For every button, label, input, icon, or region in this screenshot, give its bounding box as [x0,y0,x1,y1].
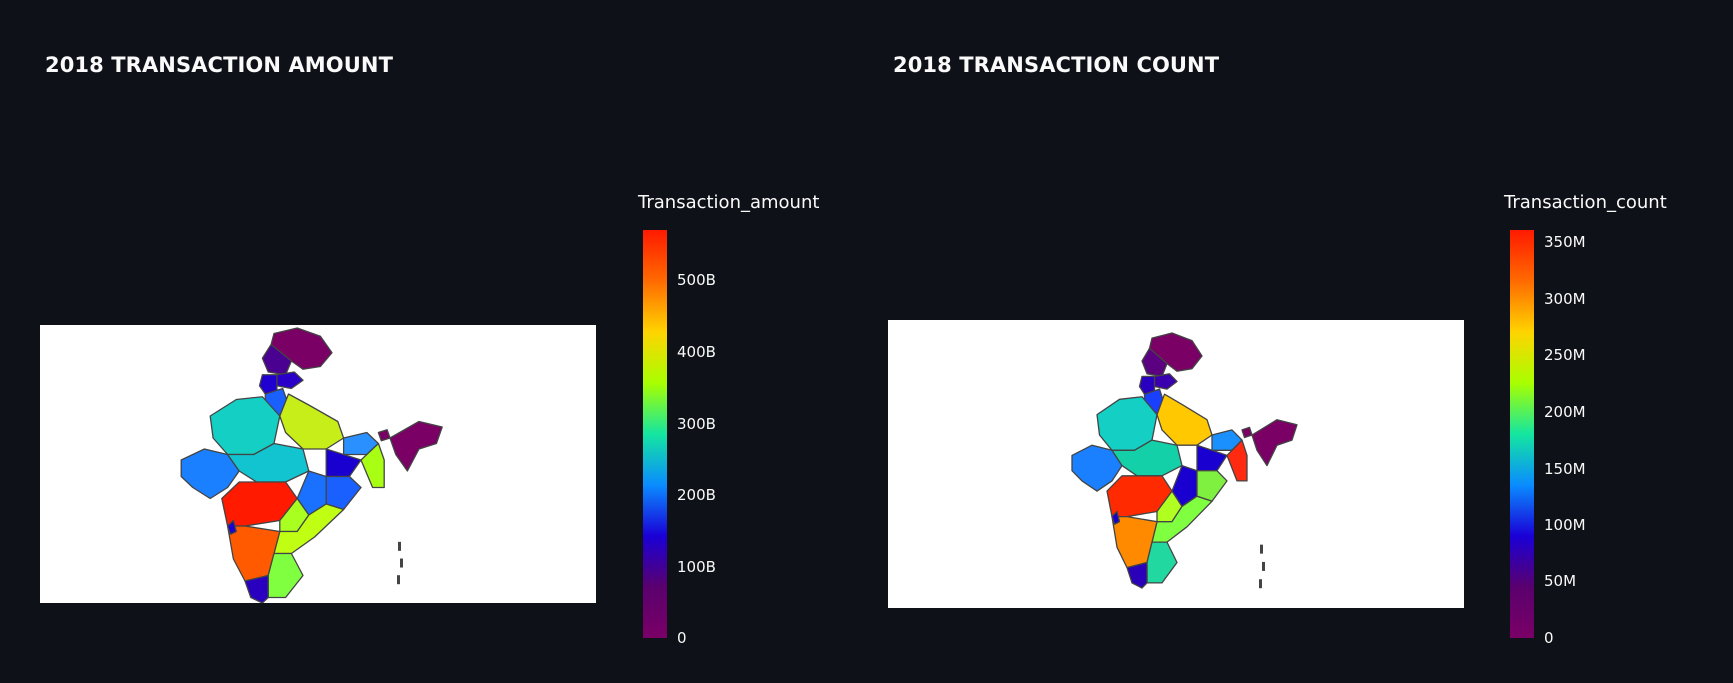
island-region[interactable] [398,541,401,551]
transaction-amount-panel: 2018 TRANSACTION AMOUNT Transaction_amou… [0,0,860,683]
choropleth-map[interactable] [40,325,596,603]
colorbar-tick-label: 500B [677,271,716,289]
colorbar-tick-label: 0 [677,629,687,647]
india-map[interactable] [888,320,1464,608]
island-region[interactable] [1260,544,1263,554]
state-region-goa[interactable] [228,521,237,535]
colorbar-tick-label: 100M [1544,516,1586,534]
transaction-count-panel: 2018 TRANSACTION COUNT Transaction_count… [848,0,1733,683]
map-title: 2018 TRANSACTION AMOUNT [45,53,393,77]
state-region-sikkim[interactable] [378,430,390,441]
state-region-up[interactable] [1157,394,1212,445]
colorbar [1510,230,1534,638]
india-map[interactable] [40,325,596,603]
island-region[interactable] [1259,579,1262,589]
choropleth-map[interactable] [888,320,1464,608]
state-region-tn[interactable] [268,554,303,598]
colorbar-tick-label: 250M [1544,346,1586,364]
state-region-kl[interactable] [245,576,268,604]
map-title: 2018 TRANSACTION COUNT [893,53,1220,77]
state-region-ladakh[interactable] [1142,348,1167,376]
colorbar-tick-label: 300B [677,415,716,433]
state-region-gj[interactable] [1072,445,1122,491]
state-region-sikkim[interactable] [1242,427,1252,437]
colorbar-tick-label: 0 [1544,629,1554,647]
state-region-jh[interactable] [1197,445,1227,471]
colorbar-tick-label: 350M [1544,233,1586,251]
state-region-up[interactable] [280,394,344,449]
state-region-ne[interactable] [1252,420,1297,466]
colorbar [643,230,667,638]
state-region-wb[interactable] [361,444,384,488]
colorbar-tick-label: 400B [677,343,716,361]
colorbar-tick-label: 300M [1544,290,1586,308]
state-region-wb[interactable] [1227,440,1247,481]
state-region-jh[interactable] [326,449,361,477]
colorbar-tick-label: 100B [677,558,716,576]
state-region-goa[interactable] [1112,512,1120,525]
state-region-tn[interactable] [1147,542,1177,583]
colorbar-title: Transaction_amount [638,192,820,213]
island-region[interactable] [1262,561,1265,571]
island-region[interactable] [400,558,403,568]
colorbar-tick-label: 50M [1544,572,1577,590]
island-region[interactable] [397,575,400,585]
state-region-ne[interactable] [390,422,442,472]
state-region-od[interactable] [326,477,361,510]
state-region-od[interactable] [1197,471,1227,502]
colorbar-title: Transaction_count [1504,192,1667,213]
state-region-ladakh[interactable] [262,345,291,375]
state-region-hp[interactable] [277,372,303,389]
colorbar-tick-label: 150M [1544,460,1586,478]
state-region-hp[interactable] [1155,374,1178,389]
state-region-gj[interactable] [181,449,239,499]
colorbar-tick-label: 200B [677,486,716,504]
colorbar-tick-label: 200M [1544,403,1586,421]
state-region-kl[interactable] [1127,563,1147,589]
